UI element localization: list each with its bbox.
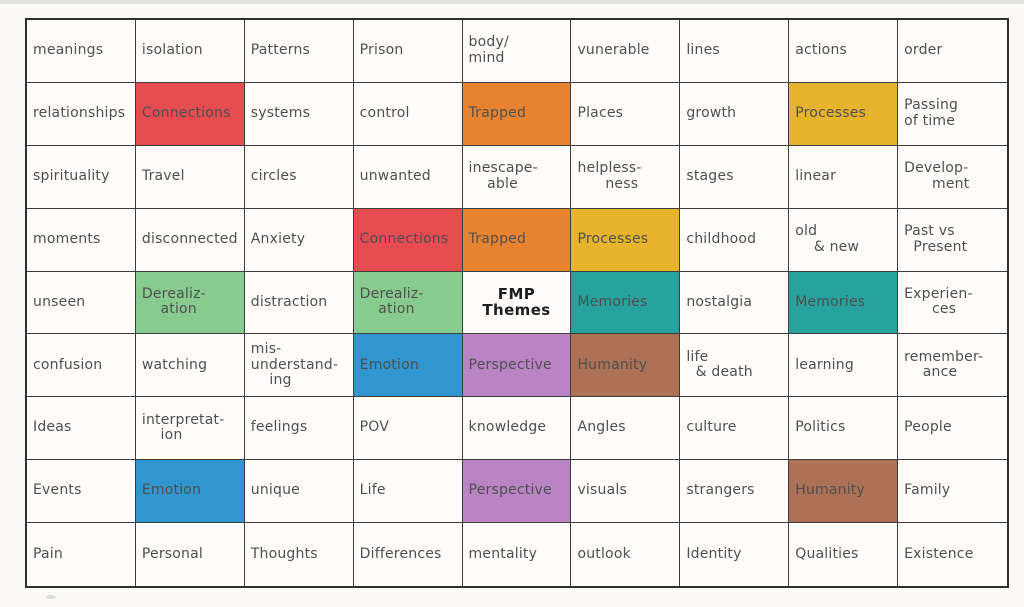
theme-cell: Derealiz- ation: [353, 271, 463, 335]
theme-cell: Perspective: [462, 334, 572, 398]
theme-cell: Angles: [571, 397, 681, 461]
theme-cell: Personal: [136, 523, 245, 586]
theme-cell: Processes: [789, 82, 899, 146]
theme-cell: systems: [244, 82, 354, 146]
theme-cell: circles: [244, 145, 354, 209]
theme-cell: Identity: [680, 523, 790, 586]
theme-cell: vunerable: [571, 20, 681, 83]
theme-cell: order: [898, 20, 1007, 83]
theme-cell: Emotion: [353, 334, 463, 398]
theme-cell: interpretat- ion: [135, 397, 245, 461]
theme-cell: learning: [789, 334, 899, 398]
center-theme-cell: FMP Themes: [462, 271, 572, 335]
theme-cell: knowledge: [462, 397, 572, 461]
theme-cell: Experien- ces: [898, 272, 1007, 335]
theme-cell: Humanity: [789, 460, 899, 524]
theme-cell: distraction: [244, 271, 354, 335]
theme-cell: disconnected: [135, 208, 245, 272]
theme-cell: nostalgia: [680, 271, 790, 335]
theme-cell: control: [353, 82, 463, 146]
theme-cell: inescape- able: [462, 145, 572, 209]
pencil-smudge: [46, 595, 56, 599]
theme-cell: Travel: [135, 145, 245, 209]
theme-cell: Differences: [354, 523, 463, 586]
theme-cell: Events: [27, 460, 136, 524]
theme-cell: meanings: [27, 20, 136, 83]
theme-cell: feelings: [244, 397, 354, 461]
theme-cell: Humanity: [571, 334, 681, 398]
theme-cell: mentality: [463, 523, 572, 586]
theme-cell: Qualities: [789, 523, 899, 586]
theme-cell: linear: [789, 145, 899, 209]
theme-cell: Trapped: [462, 82, 572, 146]
theme-cell: Patterns: [244, 20, 354, 83]
theme-cell: remember- ance: [898, 334, 1007, 398]
theme-cell: Politics: [789, 397, 899, 461]
theme-cell: Pain: [27, 523, 136, 586]
theme-cell: mis- understand- ing: [244, 334, 354, 398]
theme-cell: life & death: [680, 334, 790, 398]
theme-cell: Perspective: [462, 460, 572, 524]
theme-cell: Derealiz- ation: [135, 271, 245, 335]
theme-cell: visuals: [571, 460, 681, 524]
theme-cell: outlook: [571, 523, 681, 586]
theme-cell: Family: [898, 460, 1007, 524]
theme-cell: Passing of time: [898, 83, 1007, 146]
fmp-themes-grid: meanings isolation Patterns Prison body/ min…: [25, 18, 1009, 588]
theme-cell: Life: [353, 460, 463, 524]
theme-cell: Memories: [789, 271, 899, 335]
theme-cell: Memories: [571, 271, 681, 335]
theme-cell: People: [898, 397, 1007, 461]
theme-cell: childhood: [680, 208, 790, 272]
theme-cell: strangers: [680, 460, 790, 524]
scan-edge: [0, 0, 1024, 4]
theme-cell: unique: [244, 460, 354, 524]
theme-cell: Trapped: [462, 208, 572, 272]
theme-cell: Ideas: [27, 397, 136, 461]
theme-cell: Develop- ment: [898, 146, 1007, 209]
theme-cell: spirituality: [27, 145, 136, 209]
theme-cell: old & new: [789, 208, 899, 272]
theme-cell: watching: [135, 334, 245, 398]
theme-cell: confusion: [27, 334, 136, 398]
theme-cell: Existence: [904, 545, 974, 562]
theme-cell: Connections: [353, 208, 463, 272]
theme-cell: unwanted: [353, 145, 463, 209]
theme-cell: POV: [353, 397, 463, 461]
theme-cell: body/ mind: [462, 20, 572, 83]
theme-cell: Prison: [353, 20, 463, 83]
theme-cell: stages: [680, 145, 790, 209]
theme-cell: lines: [680, 20, 790, 83]
theme-cell: Processes: [571, 208, 681, 272]
theme-cell: growth: [680, 82, 790, 146]
theme-cell: unseen: [27, 271, 136, 335]
theme-cell: relationships: [27, 82, 136, 146]
theme-cell: Thoughts: [245, 523, 354, 586]
theme-cell: isolation: [135, 20, 245, 83]
theme-cell: helpless- ness: [571, 145, 681, 209]
theme-cell: Past vs Present: [898, 209, 1007, 272]
theme-cell: Emotion: [135, 460, 245, 524]
theme-cell: actions: [789, 20, 899, 83]
theme-cell: Connections: [135, 82, 245, 146]
theme-cell: culture: [680, 397, 790, 461]
theme-cell: moments: [27, 208, 136, 272]
theme-cell: Places: [571, 82, 681, 146]
theme-cell: Anxiety: [244, 208, 354, 272]
